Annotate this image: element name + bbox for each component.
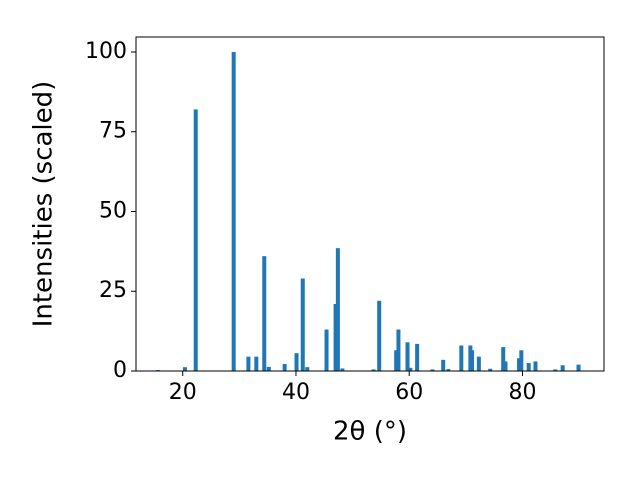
bar bbox=[394, 350, 399, 371]
bar bbox=[476, 356, 481, 371]
bar bbox=[459, 345, 464, 371]
bar bbox=[231, 51, 236, 371]
bar bbox=[519, 350, 524, 371]
x-tick-label: 20 bbox=[169, 380, 197, 405]
bar bbox=[266, 366, 271, 371]
bar bbox=[503, 361, 508, 371]
x-tick-label: 40 bbox=[282, 380, 310, 405]
bar bbox=[340, 368, 345, 371]
bar bbox=[246, 356, 251, 371]
y-axis-label: Intensities (scaled) bbox=[29, 81, 59, 328]
x-tick-label: 80 bbox=[508, 380, 536, 405]
y-tick-label: 0 bbox=[113, 358, 127, 383]
bar bbox=[305, 367, 310, 371]
bar bbox=[441, 359, 446, 371]
bar bbox=[415, 343, 420, 371]
bar bbox=[396, 329, 401, 371]
x-axis-label: 2θ (°) bbox=[333, 417, 407, 447]
bar bbox=[371, 369, 376, 371]
y-tick-label: 50 bbox=[99, 198, 127, 223]
bar bbox=[262, 256, 267, 371]
y-tick-label: 75 bbox=[99, 119, 127, 144]
bar bbox=[526, 363, 531, 371]
bar bbox=[576, 364, 581, 371]
bar bbox=[501, 347, 506, 371]
bar bbox=[294, 353, 299, 371]
bar bbox=[553, 369, 558, 371]
bar bbox=[470, 350, 475, 371]
bar bbox=[430, 369, 435, 371]
bar bbox=[254, 356, 259, 371]
bar bbox=[324, 329, 329, 371]
bar bbox=[408, 367, 413, 371]
bar bbox=[333, 304, 338, 371]
bar bbox=[533, 361, 538, 371]
bar bbox=[300, 278, 305, 371]
plot-frame bbox=[135, 36, 605, 372]
bar bbox=[282, 363, 287, 371]
bar bbox=[560, 365, 565, 371]
bar bbox=[377, 300, 382, 371]
bar bbox=[405, 342, 410, 371]
y-tick-label: 25 bbox=[99, 278, 127, 303]
bar bbox=[182, 367, 187, 371]
bar bbox=[488, 368, 493, 371]
bar bbox=[335, 248, 340, 371]
bar bbox=[517, 358, 522, 371]
bar bbox=[193, 109, 198, 371]
bar bbox=[446, 369, 451, 371]
y-tick-label: 100 bbox=[85, 39, 127, 64]
x-tick-label: 60 bbox=[395, 380, 423, 405]
